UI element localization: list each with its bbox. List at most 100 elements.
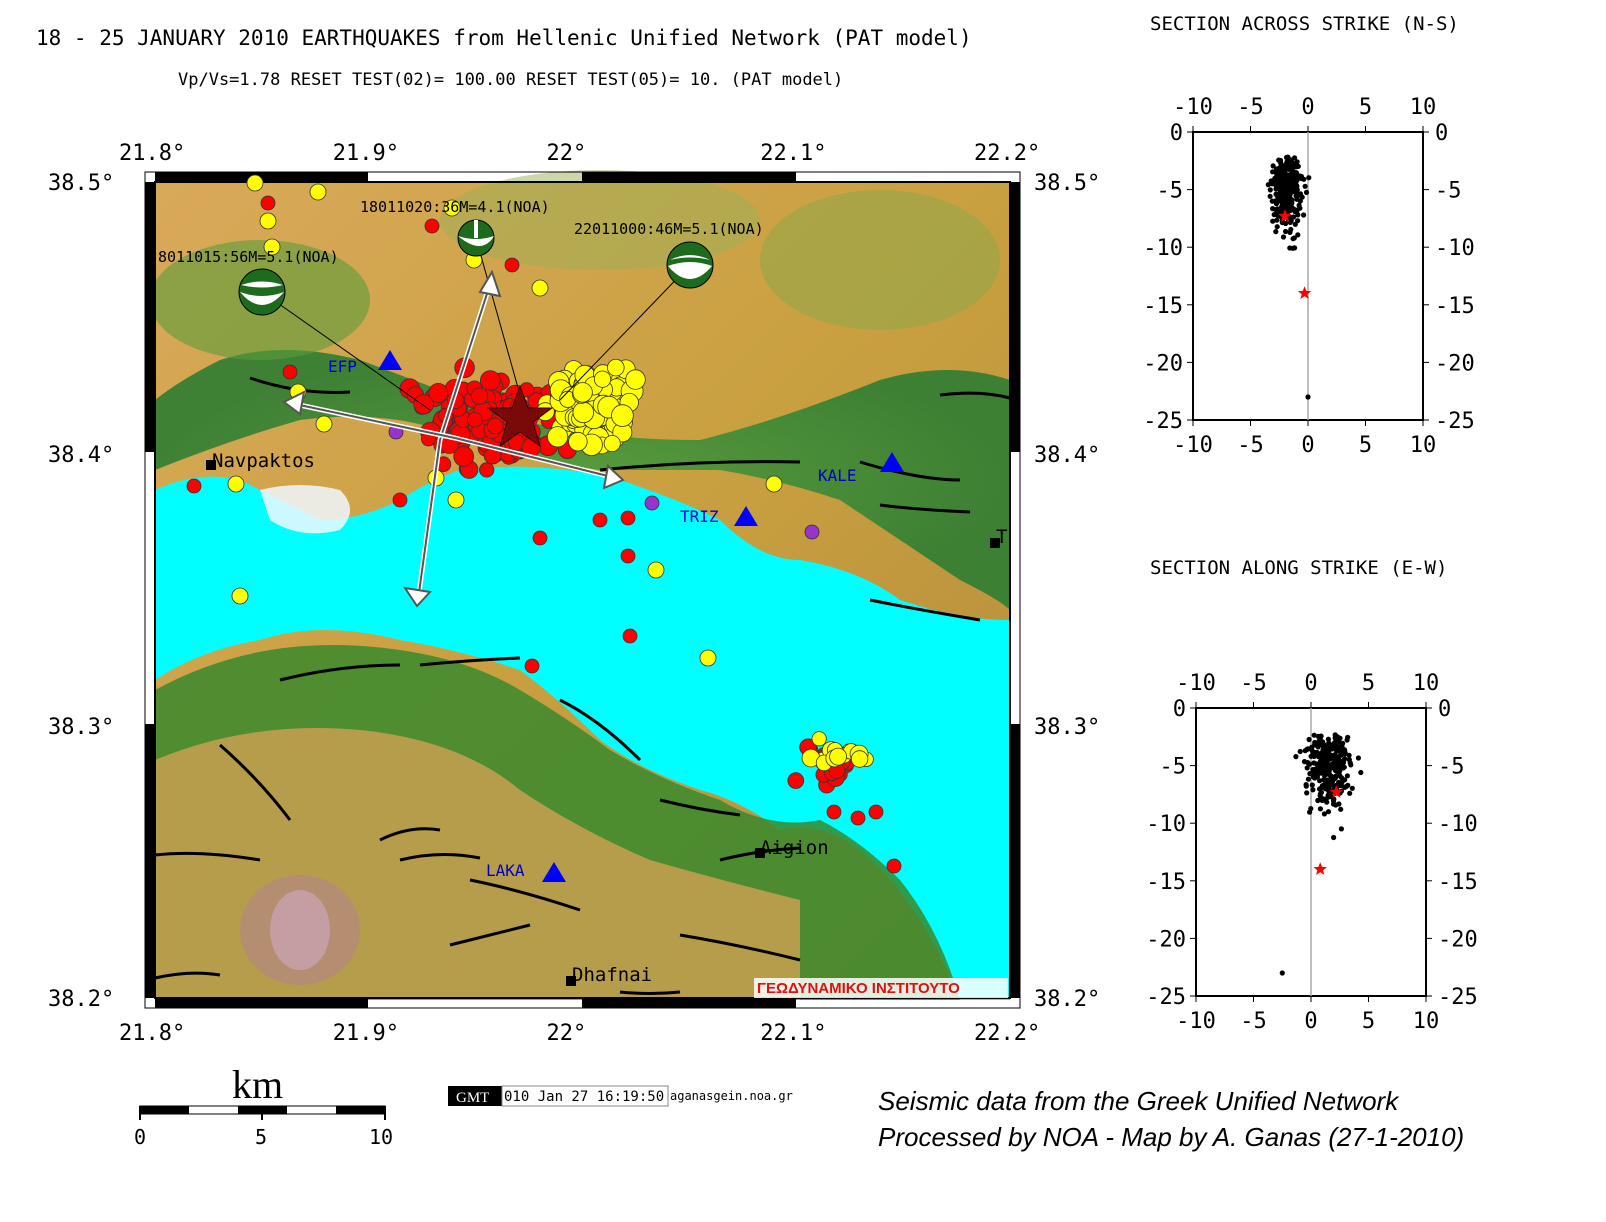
hypocenter bbox=[1326, 785, 1332, 791]
x-tick-label: 5 bbox=[1359, 433, 1372, 458]
map-axis-labels: 21.8° 21.8° 21.9° 21.9° 22° 22° 22.1° 22.1° 22.2… bbox=[48, 141, 1100, 1046]
hypocenter bbox=[1319, 751, 1325, 757]
x-tick-label: 0 bbox=[1301, 433, 1314, 458]
hypocenter bbox=[1330, 744, 1336, 750]
credit-line-1: Seismic data from the Greek Unified Netw… bbox=[878, 1086, 1399, 1116]
hypocenter bbox=[1308, 806, 1314, 812]
hypocenter bbox=[1283, 228, 1289, 235]
hypocenter bbox=[1315, 733, 1321, 739]
hypocenter bbox=[1274, 224, 1280, 230]
hypocenter bbox=[1317, 806, 1323, 812]
earthquake-epicenter bbox=[470, 387, 489, 405]
hypocenter bbox=[1338, 806, 1344, 812]
earthquake-epicenter bbox=[504, 257, 520, 273]
hypocenter bbox=[1295, 232, 1301, 238]
hypocenter bbox=[1349, 785, 1355, 791]
y-tick-label: -10 bbox=[1146, 812, 1186, 837]
hypocenter bbox=[1330, 763, 1336, 770]
hypocenter bbox=[1309, 748, 1315, 754]
hypocenter bbox=[1293, 164, 1299, 170]
hypocenter bbox=[1278, 160, 1284, 166]
x-tick-label: -5 bbox=[1237, 95, 1264, 120]
lon-tick-label: 21.8° bbox=[119, 141, 185, 166]
hypocenter bbox=[1346, 757, 1352, 763]
y-tick-label: -20 bbox=[1435, 351, 1475, 376]
earthquake-epicenter bbox=[413, 394, 434, 415]
earthquake-epicenter bbox=[826, 804, 842, 820]
town-label: T bbox=[996, 526, 1007, 548]
hypocenter bbox=[1347, 790, 1353, 796]
y-tick-label: -25 bbox=[1435, 409, 1475, 434]
hypocenter bbox=[1332, 774, 1338, 780]
y-tick-label: -25 bbox=[1146, 985, 1186, 1010]
hypocenter bbox=[1292, 179, 1298, 185]
town-aigion: Aigion bbox=[755, 837, 829, 859]
earthquake-epicenter bbox=[644, 495, 660, 511]
x-tick-label: -10 bbox=[1176, 671, 1216, 696]
fault-lines bbox=[154, 376, 1011, 995]
mainshock-hypocenter-star bbox=[1297, 286, 1312, 299]
earthquake-epicenter bbox=[487, 417, 504, 435]
earthquake-epicenter bbox=[453, 446, 475, 467]
earthquake-epicenter bbox=[607, 358, 625, 377]
earthquake-epicenter bbox=[443, 199, 461, 217]
earthquake-epicenter bbox=[231, 587, 249, 605]
earthquake-epicenter bbox=[447, 491, 465, 509]
earthquake-epicenter bbox=[625, 369, 646, 390]
hypocenter bbox=[1358, 769, 1364, 776]
hypocenter bbox=[1336, 767, 1342, 773]
earthquake-epicenter bbox=[620, 548, 636, 564]
y-tick-label: 0 bbox=[1435, 121, 1448, 146]
hypocenter bbox=[1293, 193, 1299, 199]
hypocenter bbox=[1345, 734, 1351, 740]
y-tick-label: -15 bbox=[1435, 294, 1475, 319]
y-tick-label: -15 bbox=[1143, 294, 1183, 319]
hypocenter bbox=[1332, 732, 1338, 738]
earthquake-epicenter bbox=[811, 731, 827, 747]
gmt-stamp: GMT 010 Jan 27 16:19:50 aganasgein.noa.g… bbox=[448, 1085, 793, 1107]
lon-tick-label: 22.1° bbox=[760, 1021, 826, 1046]
earthquake-epicenter bbox=[568, 431, 588, 452]
x-tick-label: 5 bbox=[1359, 95, 1372, 120]
y-tick-label: -20 bbox=[1438, 927, 1478, 952]
scale-bar: km 0 5 10 bbox=[134, 1062, 393, 1149]
hypocenter bbox=[1330, 798, 1337, 804]
map-frame bbox=[150, 170, 1010, 1001]
y-tick-label: 0 bbox=[1438, 697, 1451, 722]
hypocenter bbox=[1316, 738, 1322, 744]
earthquake-epicenter bbox=[620, 510, 636, 526]
x-tick-label: -10 bbox=[1173, 433, 1213, 458]
hypocenter bbox=[1299, 194, 1305, 200]
hypocenter bbox=[1295, 218, 1301, 224]
hypocenter bbox=[1320, 763, 1326, 769]
y-tick-label: -15 bbox=[1438, 870, 1478, 895]
hypocenter bbox=[1280, 234, 1287, 240]
hypocenter bbox=[1267, 193, 1273, 199]
hypocenter bbox=[1325, 736, 1331, 742]
earthquake-epicenter bbox=[315, 415, 333, 433]
beachball-3 bbox=[666, 241, 714, 289]
y-tick-label: -10 bbox=[1143, 236, 1183, 261]
x-tick-label: 10 bbox=[1410, 95, 1437, 120]
hypocenter bbox=[1301, 212, 1307, 218]
lat-tick-label: 38.2° bbox=[1034, 987, 1100, 1012]
mountain-summit bbox=[270, 890, 330, 970]
hypocenter bbox=[1270, 218, 1276, 224]
credit-line-2: Processed by NOA - Map by A. Ganas (27-1… bbox=[878, 1122, 1465, 1152]
hypocenter bbox=[1298, 175, 1304, 181]
hypocenter bbox=[1321, 756, 1328, 763]
earthquake-epicenter bbox=[428, 382, 449, 403]
y-tick-label: -15 bbox=[1146, 870, 1186, 895]
hypocenter bbox=[1328, 773, 1335, 780]
map-border bbox=[144, 171, 1021, 1009]
hypocenter bbox=[1290, 236, 1296, 242]
hypocenter bbox=[1285, 172, 1291, 178]
hypocenter bbox=[1325, 764, 1331, 770]
hypocenter bbox=[1337, 746, 1343, 752]
hypocenter bbox=[1305, 746, 1311, 752]
hypocenter bbox=[1302, 183, 1308, 189]
hypocenter bbox=[1337, 735, 1343, 741]
earthquake-epicenter bbox=[622, 628, 638, 644]
